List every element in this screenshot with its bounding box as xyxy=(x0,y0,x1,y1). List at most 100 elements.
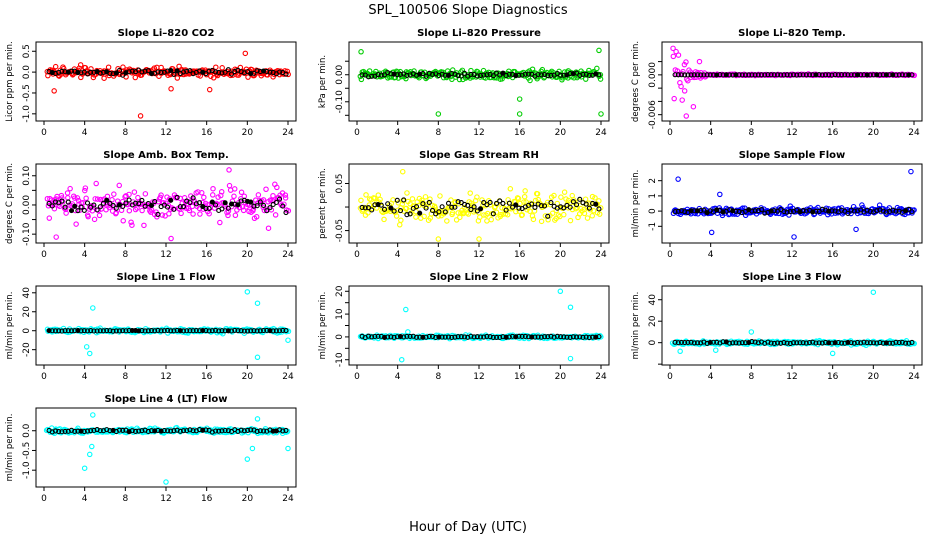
data-point xyxy=(58,192,65,199)
y-tick-label: 0.000 xyxy=(648,62,658,88)
data-point xyxy=(561,211,567,218)
data-point xyxy=(130,199,136,205)
black-data-point xyxy=(413,334,420,340)
black-data-point xyxy=(678,72,685,78)
outlier-point xyxy=(137,113,144,119)
outlier-point xyxy=(829,350,836,357)
black-data-point xyxy=(481,334,487,340)
y-tick-label: -0.5 xyxy=(22,84,32,102)
black-data-point xyxy=(755,340,761,346)
black-data-point xyxy=(413,204,420,210)
black-data-point xyxy=(762,72,768,78)
data-point xyxy=(160,200,167,206)
outlier-point xyxy=(254,416,261,422)
black-data-point xyxy=(883,209,889,215)
black-data-point xyxy=(238,198,244,204)
black-data-point xyxy=(152,198,158,205)
data-point xyxy=(582,76,589,82)
black-data-point xyxy=(490,73,496,79)
black-data-point xyxy=(254,428,260,434)
x-tick-label: 4 xyxy=(82,128,88,138)
outlier-point xyxy=(399,168,406,175)
black-data-point xyxy=(574,334,580,340)
black-data-point xyxy=(816,340,822,346)
black-data-point xyxy=(800,208,806,214)
black-data-point xyxy=(733,340,739,346)
black-data-point xyxy=(439,334,445,340)
black-data-point xyxy=(62,428,68,434)
black-data-point xyxy=(404,333,410,339)
data-point xyxy=(226,182,233,189)
black-data-point xyxy=(567,204,573,210)
black-data-point xyxy=(397,208,404,214)
black-data-point xyxy=(765,72,771,78)
x-tick-label: 8 xyxy=(435,250,441,260)
black-data-point xyxy=(136,428,142,434)
black-data-point xyxy=(893,72,899,78)
y-tick-label: 0.0 xyxy=(22,65,32,80)
x-tick-label: 12 xyxy=(160,250,171,260)
panel-1: Slope Li–820 CO2 0 4 8 12 16 20 24 -1.0 -0.5 0.0 0.… xyxy=(5,28,297,138)
black-data-point xyxy=(554,333,560,339)
black-data-point xyxy=(800,72,806,78)
black-data-point xyxy=(426,199,432,206)
black-data-point xyxy=(225,205,231,211)
black-data-point xyxy=(787,72,793,78)
x-tick-label: 20 xyxy=(868,128,880,138)
black-data-point xyxy=(257,199,263,205)
data-point xyxy=(521,199,527,205)
black-data-point xyxy=(752,208,758,214)
data-point xyxy=(453,217,460,223)
black-data-point xyxy=(909,209,915,215)
black-data-point xyxy=(184,328,190,334)
black-data-point xyxy=(567,334,573,340)
data-point xyxy=(213,64,219,70)
black-data-point xyxy=(768,340,774,346)
black-data-point xyxy=(580,71,586,77)
outlier-point xyxy=(557,288,564,295)
plot-frame xyxy=(661,163,923,244)
black-data-point xyxy=(113,70,119,76)
black-data-point xyxy=(420,71,426,77)
data-point xyxy=(558,194,564,200)
data-point xyxy=(219,65,225,71)
black-data-point xyxy=(171,328,177,334)
black-data-point xyxy=(190,428,196,434)
black-data-point xyxy=(174,68,180,74)
black-data-point xyxy=(803,340,809,346)
black-data-point xyxy=(781,340,787,346)
data-point xyxy=(82,185,89,191)
black-data-point xyxy=(65,199,71,205)
x-tick-label: 0 xyxy=(354,372,360,382)
black-data-point xyxy=(790,72,797,78)
black-data-point xyxy=(168,328,174,334)
black-data-point xyxy=(420,201,426,207)
y-axis-label: ml/min per min. xyxy=(631,170,641,238)
black-data-point xyxy=(385,334,391,340)
black-data-point xyxy=(468,206,474,213)
data-point xyxy=(231,186,238,192)
black-data-point xyxy=(570,334,576,340)
black-data-point xyxy=(78,70,84,76)
black-data-point xyxy=(365,205,372,211)
x-tick-label: 20 xyxy=(242,250,254,260)
black-data-point xyxy=(596,206,602,212)
black-data-point xyxy=(164,327,171,334)
x-tick-label: 24 xyxy=(908,128,920,138)
black-data-point xyxy=(129,68,135,74)
data-point xyxy=(154,214,160,220)
black-data-point xyxy=(784,340,790,346)
black-data-point xyxy=(506,71,512,77)
x-tick-label: 0 xyxy=(667,128,673,138)
data-point xyxy=(178,210,184,217)
data-point xyxy=(683,59,689,65)
black-data-point xyxy=(477,72,484,79)
black-data-point xyxy=(110,328,116,334)
black-data-point xyxy=(158,328,164,334)
outlier-point xyxy=(89,443,95,450)
plot-frame xyxy=(348,41,610,122)
data-point xyxy=(596,198,602,204)
black-data-point xyxy=(391,208,397,214)
black-data-point xyxy=(784,72,790,78)
data-point xyxy=(206,210,212,217)
